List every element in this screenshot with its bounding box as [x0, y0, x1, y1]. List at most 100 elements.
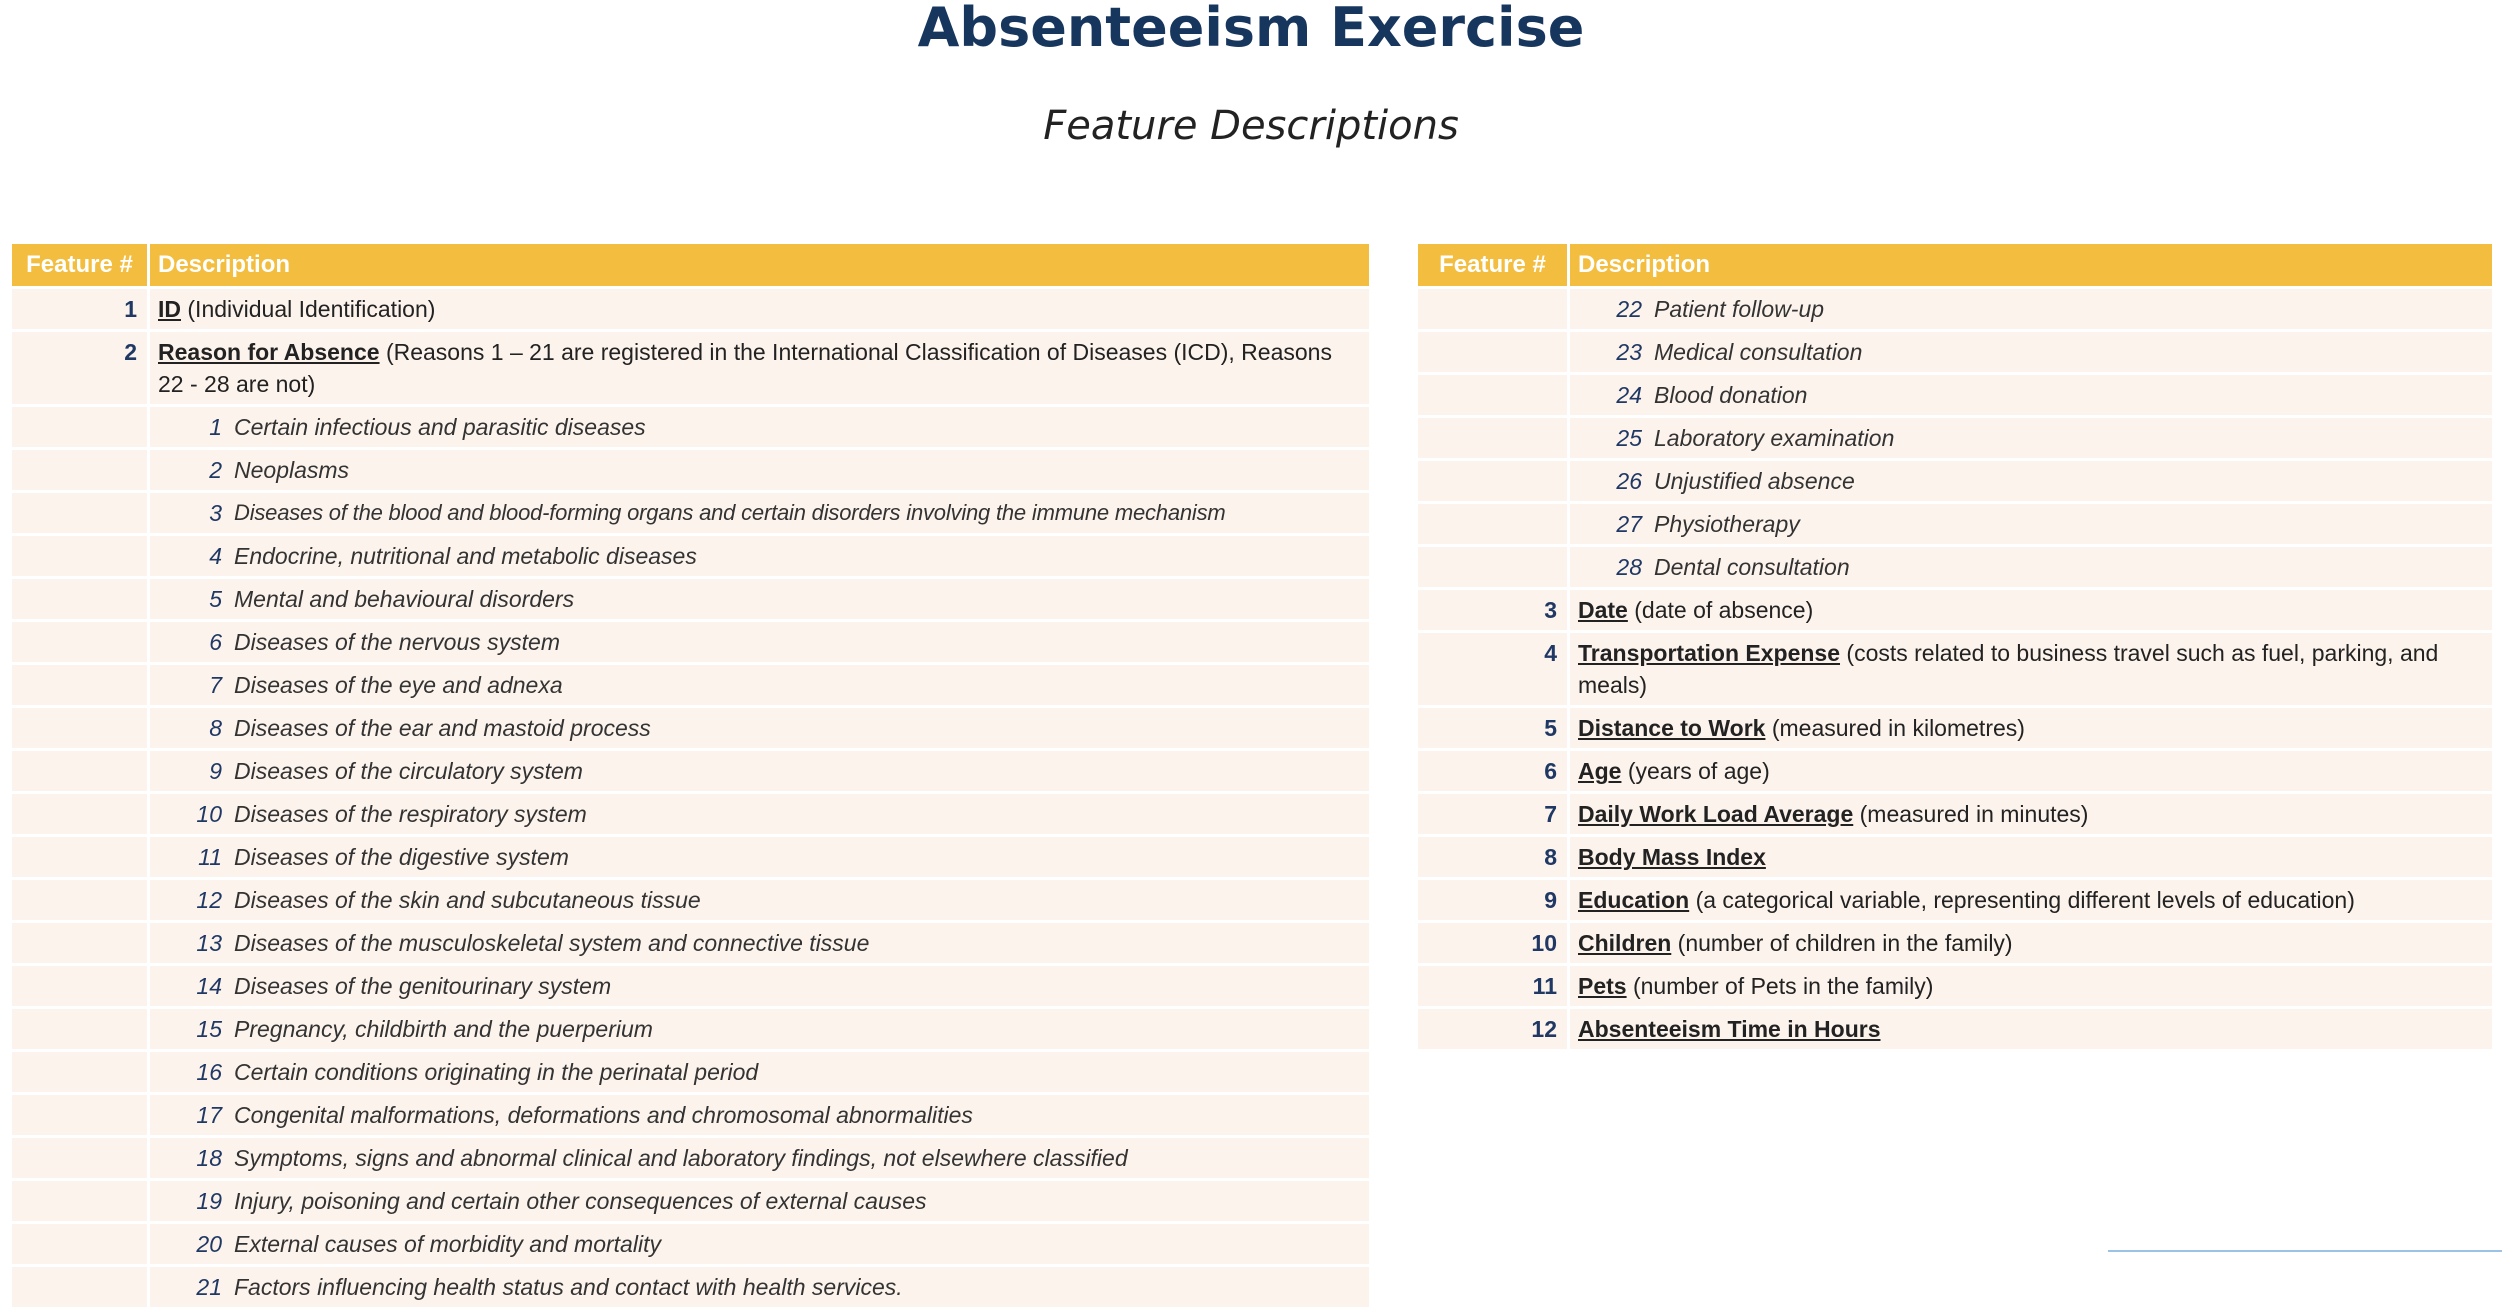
reason-row: 10 Diseases of the respiratory system [12, 794, 1369, 837]
reason-label: Dental consultation [1654, 554, 1850, 580]
reason-code: 28 [1616, 554, 1642, 580]
reason-label: Mental and behavioural disorders [234, 586, 575, 612]
page-subtitle: Feature Descriptions [1043, 103, 1459, 149]
feature-name: Pets [1578, 973, 1627, 999]
reason-code: 23 [1616, 339, 1642, 365]
reason-label: Diseases of the respiratory system [234, 801, 587, 827]
reason-row: 21 Factors influencing health status and … [12, 1267, 1369, 1310]
feature-number: 5 [1418, 708, 1570, 751]
reason-code: 3 [209, 500, 222, 526]
feature-number: 1 [12, 289, 150, 332]
feature-description: Absenteeism Time in Hours [1570, 1009, 2492, 1052]
reason-row: 18 Symptoms, signs and abnormal clinical … [12, 1138, 1369, 1181]
reason-code: 4 [209, 543, 222, 569]
feature-number: 4 [1418, 633, 1570, 708]
reason-row: 20 External causes of morbidity and morta… [12, 1224, 1369, 1267]
reason-row: 4 Endocrine, nutritional and metabolic di… [12, 536, 1369, 579]
reason-row: 23 Medical consultation [1418, 332, 2492, 375]
reason-label: Diseases of the musculoskeletal system a… [234, 930, 870, 956]
reason-code: 11 [198, 844, 222, 870]
feature-name: Children [1578, 930, 1672, 956]
feature-description: Children (number of children in the fami… [1570, 923, 2492, 966]
feature-detail: (number of Pets in the family) [1632, 973, 1934, 999]
reason-label: Blood donation [1654, 382, 1808, 408]
feature-number: 9 [1418, 880, 1570, 923]
reason-row: 14 Diseases of the genitourinary system [12, 966, 1369, 1009]
reason-row: 13 Diseases of the musculoskeletal system… [12, 923, 1369, 966]
reason-code: 17 [196, 1102, 222, 1128]
reason-label: Congenital malformations, deformations a… [234, 1102, 973, 1128]
reason-label: Certain conditions originating in the pe… [234, 1059, 759, 1085]
reason-code: 22 [1616, 296, 1642, 322]
feature-description: Reason for Absence (Reasons 1 – 21 are r… [150, 332, 1369, 407]
reason-label: Diseases of the ear and mastoid process [234, 715, 651, 741]
reason-code: 16 [196, 1059, 222, 1085]
reason-row: 15 Pregnancy, childbirth and the puerperi… [12, 1009, 1369, 1052]
reason-code: 2 [209, 457, 222, 483]
feature-row: 9 Education (a categorical variable, repr… [1418, 880, 2492, 923]
corner-divider [2108, 1250, 2502, 1252]
reason-row: 26 Unjustified absence [1418, 461, 2492, 504]
reason-label: Endocrine, nutritional and metabolic dis… [234, 543, 697, 569]
reason-label: Symptoms, signs and abnormal clinical an… [234, 1145, 1128, 1171]
reason-label: Diseases of the genitourinary system [234, 973, 612, 999]
feature-name: Age [1578, 758, 1622, 784]
feature-row: 2 Reason for Absence (Reasons 1 – 21 are… [12, 332, 1369, 407]
reason-row: 5 Mental and behavioural disorders [12, 579, 1369, 622]
reason-label: Certain infectious and parasitic disease… [234, 414, 646, 440]
reason-code: 18 [196, 1145, 222, 1171]
feature-description: Distance to Work (measured in kilometres… [1570, 708, 2492, 751]
reason-label: Diseases of the circulatory system [234, 758, 583, 784]
feature-row: 10 Children (number of children in the fa… [1418, 923, 2492, 966]
reason-row: 28 Dental consultation [1418, 547, 2492, 590]
feature-table-right: Feature # Description 22 Patient follow-u… [1418, 244, 2492, 1052]
reason-label: Factors influencing health status and co… [234, 1274, 903, 1300]
reason-code: 8 [209, 715, 222, 741]
reason-row: 24 Blood donation [1418, 375, 2492, 418]
reason-row: 2 Neoplasms [12, 450, 1369, 493]
feature-description: Body Mass Index [1570, 837, 2492, 880]
feature-row: 3 Date (date of absence) [1418, 590, 2492, 633]
reason-label: Patient follow-up [1654, 296, 1825, 322]
reason-row: 22 Patient follow-up [1418, 289, 2492, 332]
feature-detail: (Reasons 1 – 21 are registered in the In… [158, 339, 1332, 397]
reason-row: 9 Diseases of the circulatory system [12, 751, 1369, 794]
reason-label: Diseases of the skin and subcutaneous ti… [234, 887, 701, 913]
reason-code: 15 [196, 1016, 222, 1042]
reason-row: 25 Laboratory examination [1418, 418, 2492, 461]
reason-label: Diseases of the nervous system [234, 629, 560, 655]
reason-label: Neoplasms [234, 457, 350, 483]
reason-row: 27 Physiotherapy [1418, 504, 2492, 547]
table-header-row: Feature # Description [12, 244, 1369, 289]
reason-row: 8 Diseases of the ear and mastoid process [12, 708, 1369, 751]
reason-row: 3 Diseases of the blood and blood-forming… [12, 493, 1369, 536]
reason-label: Medical consultation [1654, 339, 1863, 365]
feature-name: Daily Work Load Average [1578, 801, 1854, 827]
feature-number: 2 [12, 332, 150, 407]
reason-code: 12 [196, 887, 222, 913]
header-description: Description [150, 244, 1369, 289]
page-title: Absenteeism Exercise [917, 0, 1585, 59]
reason-code: 13 [196, 930, 222, 956]
reason-row: 16 Certain conditions originating in the … [12, 1052, 1369, 1095]
reason-code: 26 [1616, 468, 1642, 494]
feature-detail: (years of age) [1627, 758, 1770, 784]
header-feature-number: Feature # [12, 244, 150, 289]
reason-row: 7 Diseases of the eye and adnexa [12, 665, 1369, 708]
feature-row: 4 Transportation Expense (costs related t… [1418, 633, 2492, 708]
feature-detail: (Individual Identification) [187, 296, 436, 322]
feature-name: Reason for Absence [158, 339, 380, 365]
feature-row: 1 ID (Individual Identification) [12, 289, 1369, 332]
reason-row: 19 Injury, poisoning and certain other co… [12, 1181, 1369, 1224]
feature-detail: (measured in kilometres) [1771, 715, 2025, 741]
reason-code: 14 [196, 973, 222, 999]
reason-label: Injury, poisoning and certain other cons… [234, 1188, 927, 1214]
feature-description: Daily Work Load Average (measured in min… [1570, 794, 2492, 837]
feature-name: Absenteeism Time in Hours [1578, 1016, 1881, 1042]
feature-row: 11 Pets (number of Pets in the family) [1418, 966, 2492, 1009]
feature-row: 5 Distance to Work (measured in kilometre… [1418, 708, 2492, 751]
feature-number: 12 [1418, 1009, 1570, 1052]
reason-code: 6 [209, 629, 222, 655]
reason-code: 1 [209, 414, 222, 440]
reason-row: 17 Congenital malformations, deformations… [12, 1095, 1369, 1138]
